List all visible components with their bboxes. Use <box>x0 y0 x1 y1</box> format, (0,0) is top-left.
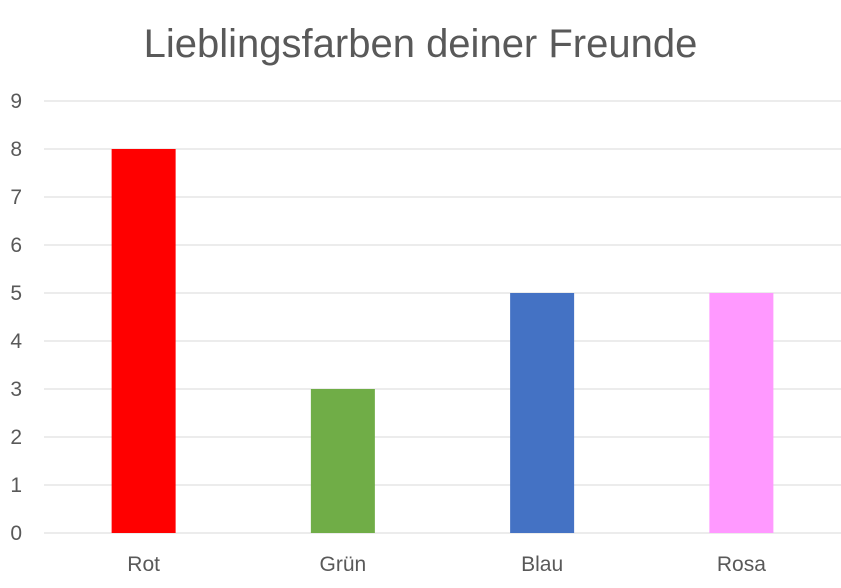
bar-rosa <box>709 293 774 533</box>
chart-title: Lieblingsfarben deiner Freunde <box>143 22 698 66</box>
y-tick-label: 0 <box>10 522 22 545</box>
y-tick-label: 2 <box>10 426 22 449</box>
y-tick-label: 1 <box>10 474 22 497</box>
y-tick-label: 5 <box>10 282 22 305</box>
y-tick-label: 3 <box>10 378 22 401</box>
y-tick-label: 4 <box>10 330 22 353</box>
y-tick-label: 7 <box>10 186 22 209</box>
gridlines <box>44 100 841 534</box>
y-axis-ticks: 0 1 2 3 4 5 6 7 8 9 <box>10 90 22 545</box>
bars <box>111 149 774 533</box>
y-tick-label: 6 <box>10 234 22 257</box>
bar-blau <box>510 293 575 533</box>
bar-grün <box>310 389 375 533</box>
x-category-label: Rot <box>127 553 160 576</box>
x-axis-labels: Rot Grün Blau Rosa <box>127 553 766 576</box>
x-category-label: Grün <box>320 553 367 576</box>
bar-rot <box>111 149 176 533</box>
y-tick-label: 8 <box>10 138 22 161</box>
y-tick-label: 9 <box>10 90 22 113</box>
x-category-label: Blau <box>521 553 563 576</box>
x-category-label: Rosa <box>717 553 766 576</box>
